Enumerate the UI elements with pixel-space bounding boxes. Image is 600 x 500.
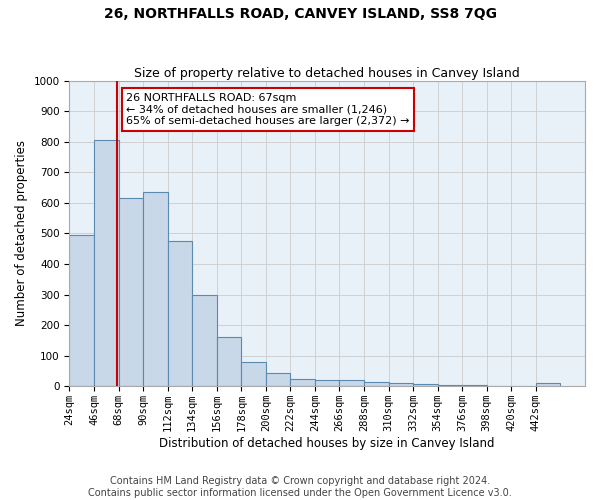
Bar [119, 198, 143, 386]
Bar [536, 383, 560, 386]
Bar [192, 294, 217, 386]
Bar [217, 338, 241, 386]
Bar [94, 140, 119, 386]
Bar [167, 241, 192, 386]
Bar [290, 378, 315, 386]
Bar [340, 380, 364, 386]
Bar [364, 382, 389, 386]
Title: Size of property relative to detached houses in Canvey Island: Size of property relative to detached ho… [134, 66, 520, 80]
Bar [70, 235, 94, 386]
Bar [143, 192, 167, 386]
Y-axis label: Number of detached properties: Number of detached properties [15, 140, 28, 326]
Bar [241, 362, 266, 386]
Text: 26 NORTHFALLS ROAD: 67sqm
← 34% of detached houses are smaller (1,246)
65% of se: 26 NORTHFALLS ROAD: 67sqm ← 34% of detac… [127, 93, 410, 126]
Text: 26, NORTHFALLS ROAD, CANVEY ISLAND, SS8 7QG: 26, NORTHFALLS ROAD, CANVEY ISLAND, SS8 … [104, 8, 497, 22]
Bar [413, 384, 437, 386]
Bar [437, 385, 462, 386]
Text: Contains HM Land Registry data © Crown copyright and database right 2024.
Contai: Contains HM Land Registry data © Crown c… [88, 476, 512, 498]
X-axis label: Distribution of detached houses by size in Canvey Island: Distribution of detached houses by size … [160, 437, 495, 450]
Bar [266, 372, 290, 386]
Bar [315, 380, 340, 386]
Bar [389, 382, 413, 386]
